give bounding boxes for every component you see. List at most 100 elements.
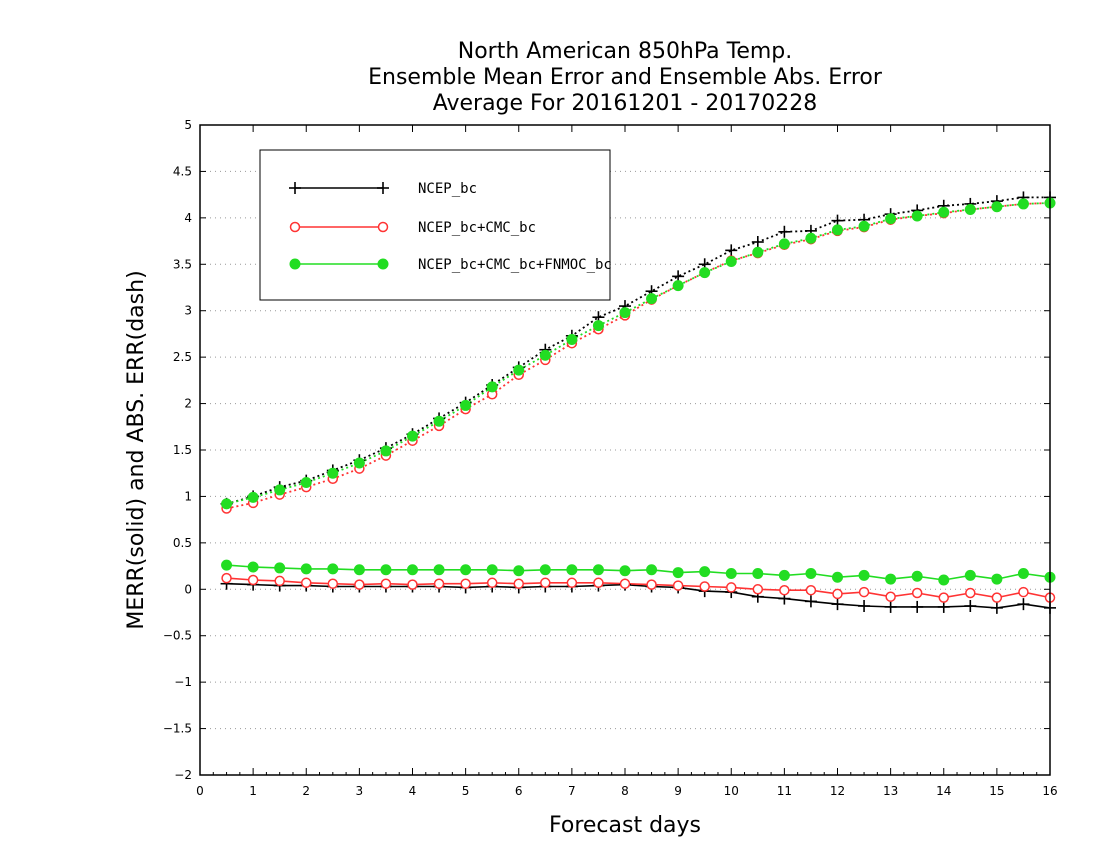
merr-point xyxy=(327,578,339,589)
merr-point xyxy=(353,564,365,576)
abs-err-point xyxy=(353,457,365,469)
x-tick-label: 11 xyxy=(777,784,792,798)
merr-point xyxy=(752,568,764,579)
abs-err-point xyxy=(778,238,790,250)
axis-ticks: −2−1.5−1−0.500.511.522.533.544.550 1 2 3 4 5 6… xyxy=(163,118,1058,798)
legend-marker xyxy=(289,221,301,233)
x-axis-title: Forecast days xyxy=(549,813,701,838)
merr-point xyxy=(380,578,392,589)
abs-err-point xyxy=(832,224,843,236)
y-tick-label: 3 xyxy=(184,304,192,318)
merr-point xyxy=(991,573,1003,585)
merr-point xyxy=(221,572,232,584)
abs-err-point xyxy=(433,415,445,427)
abs-err-point xyxy=(513,364,525,376)
legend-label: NCEP_bc xyxy=(418,181,477,197)
merr-point xyxy=(646,579,657,590)
merr-point xyxy=(407,564,418,576)
abs-err-point xyxy=(592,320,604,332)
x-tick-label: 13 xyxy=(883,784,898,798)
merr-point xyxy=(885,591,896,602)
y-tick-label: 3.5 xyxy=(173,257,192,271)
merr-point xyxy=(778,569,790,581)
abs-err-point xyxy=(672,280,684,292)
merr-point xyxy=(433,578,445,589)
legend-marker xyxy=(377,258,389,270)
merr-point xyxy=(380,564,392,576)
x-tick-label: 1 xyxy=(249,784,257,798)
title-line-2: Ensemble Mean Error and Ensemble Abs. Er… xyxy=(368,65,883,90)
x-tick-label: 15 xyxy=(989,784,1004,798)
merr-point xyxy=(619,565,631,577)
legend-marker xyxy=(289,258,301,270)
abs-err-point xyxy=(964,204,976,215)
abs-err-point xyxy=(619,307,631,319)
series-layer xyxy=(220,191,1056,614)
merr-point xyxy=(965,587,976,599)
abs-err-point xyxy=(247,491,259,503)
merr-point xyxy=(991,592,1003,603)
merr-point xyxy=(539,564,551,576)
merr-point xyxy=(460,578,471,589)
merr-point xyxy=(911,570,923,582)
abs-err-point xyxy=(380,445,392,457)
merr-point xyxy=(726,582,737,593)
abs-err-point xyxy=(752,246,764,258)
merr-point xyxy=(964,569,976,581)
x-tick-label: 2 xyxy=(302,784,310,798)
chart-title: North American 850hPa Temp. Ensemble Mea… xyxy=(368,39,883,116)
merr-point xyxy=(274,562,286,574)
merr-point xyxy=(1017,568,1029,579)
x-tick-label: 9 xyxy=(674,784,682,798)
merr-point xyxy=(938,592,949,603)
merr-point xyxy=(301,577,312,589)
merr-point xyxy=(486,564,498,576)
merr-point xyxy=(354,579,365,590)
merr-point xyxy=(672,567,684,579)
x-tick-label: 3 xyxy=(356,784,364,798)
y-tick-label: 0 xyxy=(184,582,192,596)
y-tick-label: −1.5 xyxy=(163,722,192,736)
merr-point xyxy=(858,569,870,581)
merr-point xyxy=(1018,586,1029,598)
abs-err-point xyxy=(805,232,817,244)
abs-err-point xyxy=(566,334,578,345)
abs-err-point xyxy=(460,399,472,411)
abs-err-point xyxy=(221,498,233,510)
y-tick-label: 0.5 xyxy=(173,536,192,550)
x-tick-label: 4 xyxy=(409,784,417,798)
abs-err-point xyxy=(327,467,339,479)
legend-label: NCEP_bc+CMC_bc xyxy=(418,220,536,236)
legend-marker xyxy=(377,221,389,233)
merr-point xyxy=(938,574,950,586)
merr-point xyxy=(592,564,604,576)
merr-point xyxy=(832,571,843,583)
y-tick-label: 4.5 xyxy=(173,164,192,178)
merr-point xyxy=(699,581,710,592)
merr-point xyxy=(752,584,764,595)
y-tick-label: 1 xyxy=(184,489,192,503)
x-tick-label: 16 xyxy=(1042,784,1057,798)
abs-err-point xyxy=(486,381,498,393)
merr-point xyxy=(619,578,631,589)
abs-err-point xyxy=(274,484,286,496)
abs-err-point xyxy=(407,430,418,442)
merr-point xyxy=(646,564,658,576)
merr-point xyxy=(672,580,684,591)
merr-point xyxy=(274,575,285,587)
merr-point xyxy=(460,564,472,576)
abs-err-line-1 xyxy=(226,202,1051,510)
merr-point xyxy=(805,584,817,596)
merr-point xyxy=(513,578,524,589)
merr-point xyxy=(513,565,525,577)
abs-err-point xyxy=(1017,198,1029,210)
abs-err-point xyxy=(725,256,737,267)
y-tick-label: 2 xyxy=(184,397,192,411)
merr-point xyxy=(540,577,551,589)
merr-point xyxy=(300,563,312,575)
y-tick-label: 1.5 xyxy=(173,443,192,457)
merr-point xyxy=(832,588,843,600)
abs-err-point xyxy=(858,220,870,232)
merr-point xyxy=(433,564,445,576)
